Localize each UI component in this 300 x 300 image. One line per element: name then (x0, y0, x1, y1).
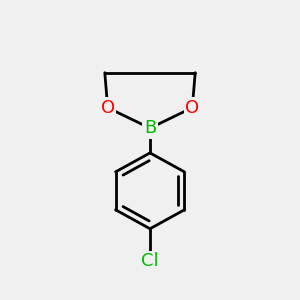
Text: Cl: Cl (141, 252, 159, 270)
Text: B: B (144, 119, 156, 137)
Text: O: O (185, 99, 200, 117)
Text: O: O (100, 99, 115, 117)
